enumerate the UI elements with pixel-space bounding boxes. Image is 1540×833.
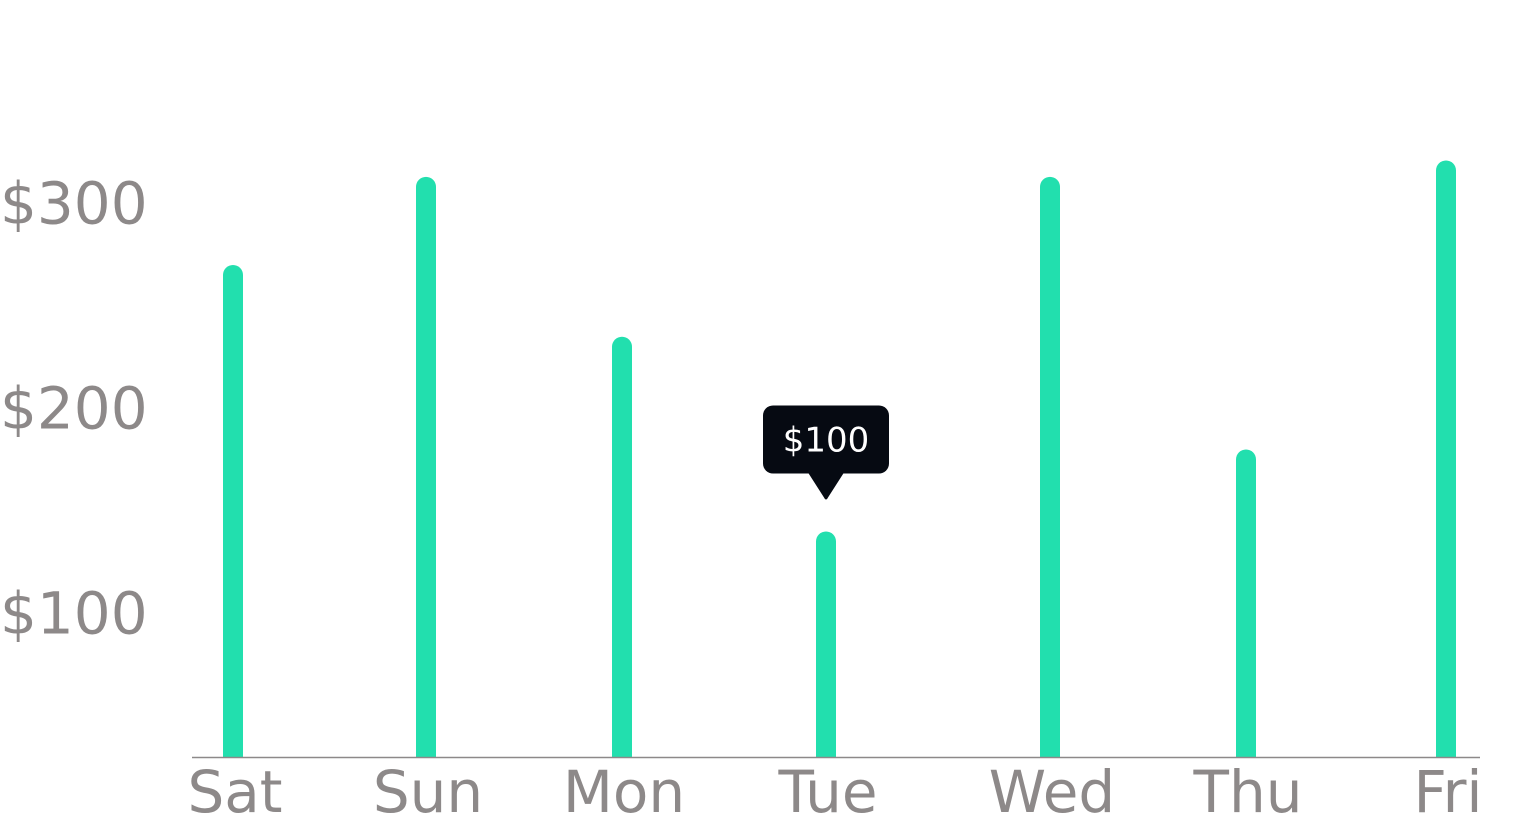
- x-tick-label-wed: Wed: [989, 758, 1115, 826]
- y-tick-label: $300: [0, 170, 148, 238]
- bar-wed[interactable]: [1040, 176, 1060, 758]
- bar-mon[interactable]: [612, 336, 632, 757]
- tooltip-label: $100: [783, 421, 870, 461]
- y-tick-label: $200: [0, 375, 148, 443]
- x-tick-label-mon: Mon: [563, 758, 685, 826]
- bars: [223, 160, 1456, 758]
- y-axis-labels: $100 $200 $300: [0, 170, 148, 648]
- x-tick-label-thu: Thu: [1193, 758, 1303, 826]
- bar-sat[interactable]: [223, 265, 243, 757]
- tooltip-box: [763, 405, 889, 474]
- bar-thu[interactable]: [1236, 449, 1256, 758]
- x-tick-label-tue: Tue: [777, 758, 877, 826]
- bar-tue[interactable]: [816, 531, 836, 758]
- x-tick-label-sun: Sun: [373, 758, 483, 826]
- value-tooltip: $100: [763, 405, 889, 500]
- x-tick-label-sat: Sat: [187, 758, 282, 826]
- bar-sun[interactable]: [416, 176, 437, 758]
- y-tick-label: $100: [0, 580, 148, 648]
- tooltip-pointer: [808, 472, 844, 500]
- x-axis-labels: Sat Sun Mon Tue Wed Thu Fri: [187, 758, 1482, 826]
- x-tick-label-fri: Fri: [1413, 758, 1482, 826]
- bar-fri[interactable]: [1436, 160, 1456, 757]
